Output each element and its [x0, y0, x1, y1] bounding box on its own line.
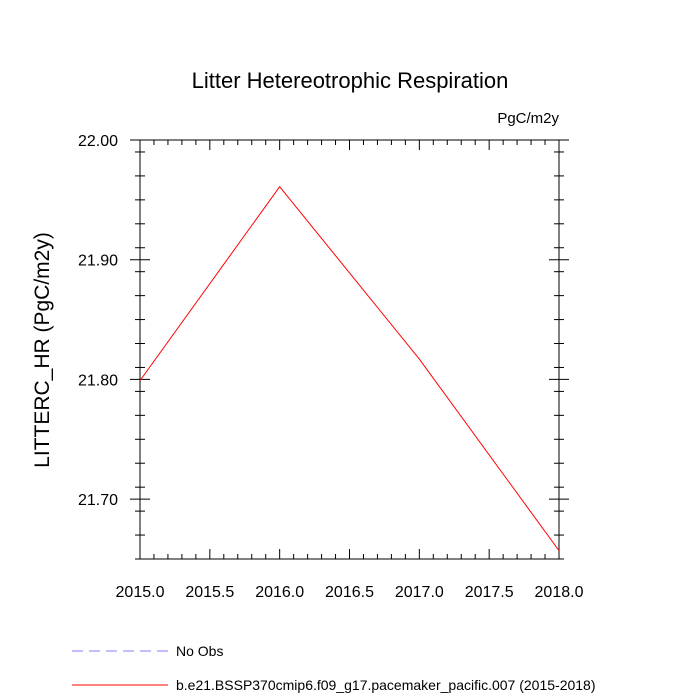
plot-frame — [139, 139, 560, 560]
x-axis: 2015.0 2015.5 2016.0 2016.5 2017.0 2017.5 2018… — [116, 140, 584, 601]
legend-label: b.e21.BSSP370cmip6.f09_g17.pacemaker_pac… — [176, 677, 596, 693]
y-tick-label: 22.00 — [78, 133, 118, 150]
x-tick-label: 2017.0 — [395, 584, 444, 601]
series-line — [139, 185, 560, 551]
legend-label: No Obs — [176, 643, 223, 659]
chart-title: Litter Hetereotrophic Respiration — [192, 68, 509, 93]
x-tick-label: 2016.0 — [255, 584, 304, 601]
y-tick-label: 21.70 — [78, 492, 118, 509]
x-tick-label: 2016.5 — [325, 584, 374, 601]
units-label: PgC/m2y — [497, 110, 559, 127]
x-tick-label: 2015.5 — [185, 584, 234, 601]
y-axis: 21.70 21.80 21.90 22.00 — [78, 133, 569, 560]
y-tick-label: 21.90 — [78, 253, 118, 270]
series-layer — [139, 185, 560, 551]
y-tick-label: 21.80 — [78, 372, 118, 389]
x-tick-label: 2017.5 — [465, 584, 514, 601]
legend: No Obs b.e21.BSSP370cmip6.f09_g17.pacemak… — [72, 643, 596, 693]
x-tick-label: 2015.0 — [116, 584, 165, 601]
x-tick-label: 2018.0 — [535, 584, 584, 601]
y-axis-label: LITTERC_HR (PgC/m2y) — [31, 232, 54, 468]
